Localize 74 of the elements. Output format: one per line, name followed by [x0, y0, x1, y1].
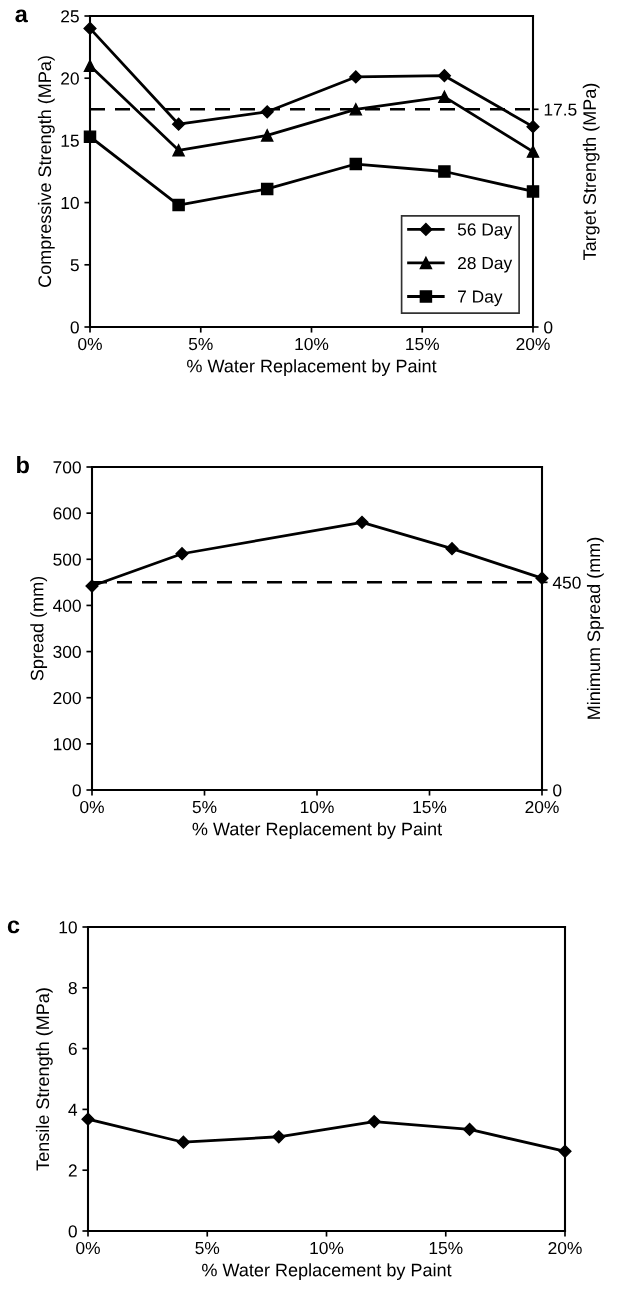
- y2-tick-label: 450: [552, 576, 581, 589]
- y-axis-title: Spread (mm): [30, 576, 48, 681]
- point: [355, 515, 369, 529]
- x-tick-label: 0%: [76, 1241, 100, 1255]
- x-tick-label: 10%: [300, 800, 334, 814]
- y2-tick-label: 17.5: [544, 103, 577, 116]
- x-tick-label: 10%: [295, 337, 329, 351]
- point: [81, 1112, 95, 1126]
- y-tick-label: 4: [68, 1103, 78, 1116]
- point: [349, 103, 363, 116]
- x-tick-label: 20%: [548, 1241, 582, 1255]
- x-axis-title: % Water Replacement by Paint: [192, 822, 442, 839]
- legend-label: 7 Day: [458, 290, 503, 307]
- x-axis-title: % Water Replacement by Paint: [187, 359, 437, 376]
- x-tick-label: 10%: [310, 1241, 344, 1255]
- y-tick-label: 5: [70, 259, 79, 272]
- y-axis-title: Tensile Strength (MPa): [35, 988, 53, 1171]
- x-tick-label: 0%: [78, 337, 102, 351]
- y-tick-label: 10: [61, 196, 79, 210]
- x-tick-label: 5%: [192, 800, 217, 814]
- y-tick-label: 8: [68, 981, 77, 995]
- y-axis-title: Compressive Strength (MPa): [37, 56, 55, 287]
- legend-label: 56 Day: [457, 223, 513, 240]
- y-tick-label: 0: [72, 784, 81, 797]
- x-tick-label: 20%: [525, 800, 559, 814]
- point: [175, 547, 189, 561]
- point: [438, 90, 451, 104]
- y-tick-label: 6: [68, 1042, 77, 1056]
- x-axis-title: % Water Replacement by Paint: [202, 1263, 452, 1280]
- point: [260, 105, 274, 119]
- point: [172, 144, 185, 157]
- y2-axis-title: Target Strength (MPa): [582, 83, 600, 260]
- y-tick-label: 300: [53, 645, 81, 659]
- point: [349, 70, 363, 84]
- point: [558, 1144, 572, 1158]
- y-tick-label: 15: [61, 134, 79, 147]
- point: [272, 1130, 286, 1144]
- y2-axis-title: Minimum Spread (mm): [586, 537, 604, 719]
- x-tick-label: 15%: [406, 337, 440, 351]
- y2-tick-label: 0: [544, 321, 553, 334]
- y-tick-label: 200: [53, 691, 81, 705]
- point: [172, 117, 186, 131]
- y-tick-label: 10: [59, 921, 77, 934]
- point: [445, 542, 459, 556]
- y-tick-label: 0: [68, 1225, 77, 1238]
- point: [172, 198, 185, 212]
- point: [349, 157, 363, 171]
- text: c: [7, 920, 20, 934]
- point: [367, 1114, 381, 1129]
- point: [176, 1135, 190, 1149]
- y2-tick-label: 0: [553, 784, 562, 797]
- y-tick-label: 0: [70, 321, 79, 334]
- point: [463, 1122, 477, 1137]
- y-tick-label: 20: [61, 72, 79, 85]
- y-tick-label: 500: [53, 553, 81, 566]
- x-tick-label: 20%: [516, 337, 550, 351]
- y-tick-label: 100: [53, 738, 81, 751]
- x-tick-label: 0%: [80, 800, 104, 814]
- y-tick-label: 2: [68, 1164, 77, 1177]
- point: [260, 182, 274, 196]
- point: [437, 69, 451, 83]
- x-tick-label: 15%: [429, 1241, 463, 1255]
- text: a: [15, 9, 28, 23]
- y-tick-label: 25: [61, 10, 79, 23]
- point: [260, 129, 274, 142]
- x-tick-label: 15%: [413, 800, 447, 814]
- point: [438, 165, 451, 178]
- legend-label: 28 Day: [458, 256, 513, 273]
- text: b: [17, 456, 29, 474]
- x-tick-label: 5%: [195, 1241, 220, 1255]
- y-tick-label: 600: [53, 507, 81, 520]
- x-tick-label: 5%: [188, 337, 213, 351]
- y-tick-label: 700: [53, 461, 81, 474]
- y-tick-label: 400: [53, 599, 81, 612]
